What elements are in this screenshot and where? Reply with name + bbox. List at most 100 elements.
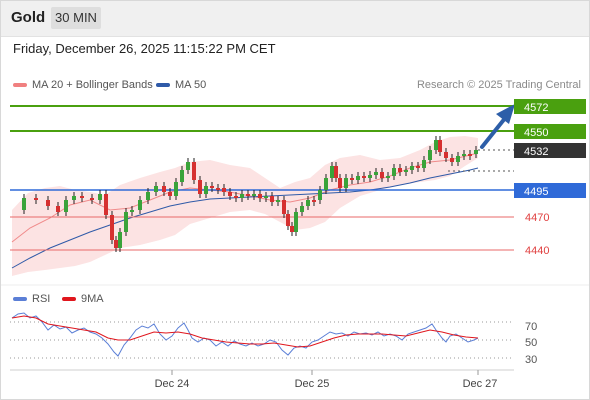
candle-body	[34, 198, 38, 200]
price-text-4440: 4440	[525, 245, 549, 257]
rsi-tick-50: 50	[525, 337, 537, 349]
candle-body	[192, 162, 196, 180]
candle-body	[22, 198, 26, 210]
candle-body	[462, 154, 466, 156]
candle-body	[380, 172, 384, 178]
chart-header: Gold 30 MIN	[0, 0, 590, 37]
candle-body	[300, 206, 304, 212]
candle-body	[404, 170, 408, 172]
legend-9ma-label: 9MA	[81, 293, 104, 305]
rsi-tick-70: 70	[525, 321, 537, 333]
ma20-swatch	[13, 83, 27, 88]
candle-body	[324, 178, 328, 190]
timeframe-button[interactable]: 30 MIN	[51, 7, 101, 29]
candle-body	[174, 182, 178, 196]
ma9-swatch	[62, 297, 76, 302]
candle-body	[240, 194, 244, 198]
candle-body	[264, 196, 268, 198]
datetime-label: Friday, December 26, 2025 11:15:22 PM CE…	[13, 41, 276, 56]
legend-ma50-label: MA 50	[175, 79, 207, 91]
candle-body	[350, 178, 354, 180]
candle-body	[258, 194, 262, 198]
legend-ma50: MA 50	[156, 79, 206, 91]
candle-body	[72, 196, 76, 200]
candle-body	[338, 178, 342, 188]
legend-9ma: 9MA	[62, 293, 104, 305]
bollinger-band	[12, 136, 478, 276]
candle-body	[434, 140, 438, 150]
rsi-tick-30: 30	[525, 354, 537, 366]
candle-body	[456, 156, 460, 162]
candle-body	[80, 196, 84, 198]
candle-body	[416, 166, 420, 168]
candle-body	[450, 158, 454, 162]
candle-body	[228, 192, 232, 196]
candle-body	[438, 140, 442, 152]
candle-body	[130, 210, 134, 212]
candle-body	[270, 196, 274, 202]
candle-body	[146, 192, 150, 200]
candle-body	[64, 200, 68, 212]
candle-body	[362, 176, 366, 178]
candle-body	[198, 180, 202, 194]
candle-body	[386, 176, 390, 178]
candle-body	[222, 188, 226, 192]
price-label-4495: 4495	[514, 183, 586, 198]
candle-body	[162, 186, 166, 192]
legend-ma20: MA 20 + Bollinger Bands	[13, 79, 153, 91]
candle-body	[154, 186, 158, 192]
price-label-4572: 4572	[514, 99, 586, 114]
price-label-4532: 4532	[514, 143, 586, 158]
price-text-4470: 4470	[525, 212, 549, 224]
candle-body	[398, 168, 402, 172]
candle-body	[468, 154, 472, 156]
candle-body	[374, 172, 378, 175]
symbol-title: Gold	[11, 9, 46, 26]
candle-body	[334, 166, 338, 178]
candle-body	[282, 200, 286, 214]
price-text-4495: 4495	[524, 186, 548, 198]
candle-body	[318, 190, 322, 200]
candle-body	[294, 212, 298, 232]
candle-body	[186, 162, 190, 170]
candle-body	[276, 200, 280, 202]
legend-ma20-label: MA 20 + Bollinger Bands	[32, 79, 153, 91]
candle-body	[210, 186, 214, 188]
rsi-swatch	[13, 297, 27, 302]
candle-body	[118, 232, 122, 248]
price-text-4532: 4532	[524, 146, 548, 158]
price-label-4550: 4550	[514, 124, 586, 139]
candle-body	[252, 194, 256, 196]
x-label-dec25: Dec 25	[295, 378, 330, 390]
candle-body	[234, 196, 238, 198]
candle-body	[368, 175, 372, 178]
candle-body	[204, 186, 208, 194]
candle-body	[428, 150, 432, 160]
candle-body	[392, 168, 396, 176]
candle-body	[344, 178, 348, 188]
ma50-swatch	[156, 83, 170, 88]
candlesticks	[22, 136, 478, 252]
candle-body	[168, 192, 172, 196]
rsi-line	[11, 312, 479, 357]
candle-body	[246, 194, 250, 196]
candle-body	[180, 170, 184, 182]
candle-body	[410, 166, 414, 170]
rsi-ma9-line	[11, 315, 479, 348]
candle-body	[110, 215, 114, 240]
legend-rsi: RSI	[13, 293, 50, 305]
candle-body	[138, 200, 142, 210]
candle-body	[422, 160, 426, 168]
x-label-dec24: Dec 24	[155, 378, 190, 390]
candle-body	[124, 212, 128, 232]
candle-body	[114, 240, 118, 248]
candle-body	[90, 198, 94, 200]
candle-body	[104, 194, 108, 215]
candle-body	[46, 200, 50, 206]
forecast-arrow-icon	[480, 104, 515, 149]
candle-body	[98, 194, 102, 200]
candle-body	[356, 176, 360, 180]
candle-body	[286, 214, 290, 226]
candle-body	[216, 188, 220, 190]
